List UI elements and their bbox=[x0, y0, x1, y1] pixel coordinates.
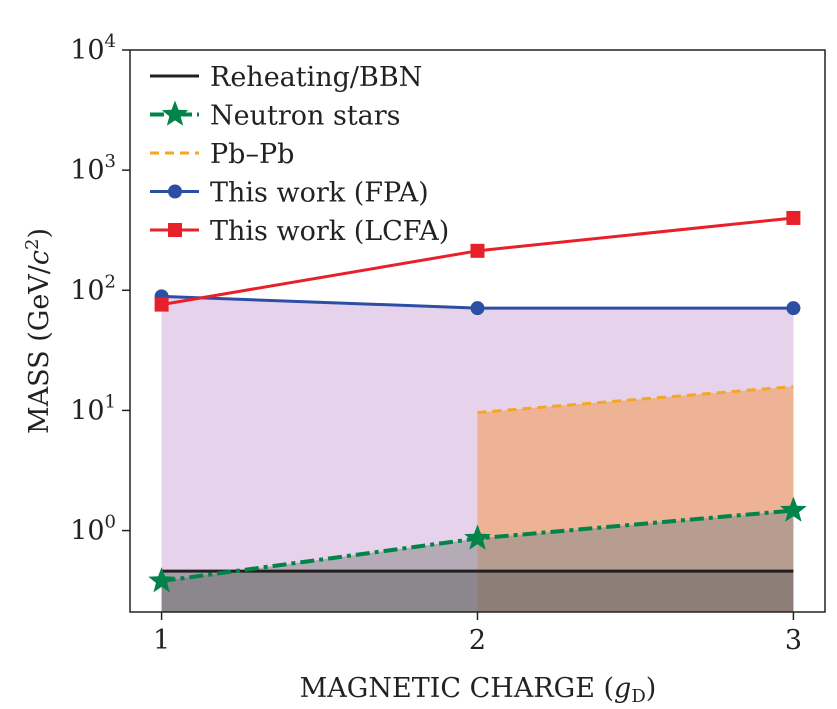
legend-label: This work (FPA) bbox=[210, 178, 429, 209]
legend-label: Neutron stars bbox=[210, 101, 401, 132]
x-axis-label: MAGNETIC CHARGE (gD) bbox=[300, 673, 657, 707]
x-tick-label: 3 bbox=[785, 625, 802, 656]
y-tick-label: 103 bbox=[70, 151, 116, 186]
series-line-pb-pb bbox=[477, 385, 794, 415]
legend-marker bbox=[168, 223, 182, 237]
data-point-neutron-stars bbox=[464, 524, 491, 550]
data-point-neutron-stars bbox=[780, 496, 807, 522]
y-axis-label: MASS (GeV/c2) bbox=[22, 228, 55, 434]
legend-marker bbox=[161, 100, 189, 126]
x-tick-label: 2 bbox=[469, 625, 486, 656]
x-tick-label: 1 bbox=[153, 625, 170, 656]
data-point-this-work-lcfa bbox=[470, 243, 485, 258]
y-tick-label: 101 bbox=[70, 391, 116, 426]
legend-item: Reheating/BBN bbox=[150, 62, 422, 93]
legend-marker bbox=[168, 184, 182, 199]
y-tick-label: 102 bbox=[70, 271, 116, 306]
y-tick-label: 104 bbox=[70, 31, 116, 66]
legend-label: Reheating/BBN bbox=[210, 62, 422, 93]
data-point-this-work-fpa bbox=[470, 301, 485, 316]
legend-label: Pb–Pb bbox=[210, 139, 294, 170]
data-point-this-work-fpa bbox=[786, 301, 801, 316]
legend-item: Pb–Pb bbox=[150, 139, 294, 170]
legend-item: Neutron stars bbox=[150, 100, 401, 132]
data-point-neutron-stars bbox=[148, 567, 175, 593]
legend-label: This work (LCFA) bbox=[210, 216, 449, 247]
data-point-this-work-lcfa bbox=[786, 210, 801, 225]
fill-reheating-bbn bbox=[161, 571, 794, 612]
legend-item: This work (LCFA) bbox=[150, 216, 449, 247]
legend-item: This work (FPA) bbox=[150, 178, 429, 209]
legend: Reheating/BBN Neutron stars Pb–Pb This work… bbox=[150, 62, 449, 247]
y-tick-label: 100 bbox=[70, 512, 116, 547]
data-point-this-work-lcfa bbox=[154, 297, 169, 312]
fill-neutron-stars bbox=[161, 510, 794, 612]
